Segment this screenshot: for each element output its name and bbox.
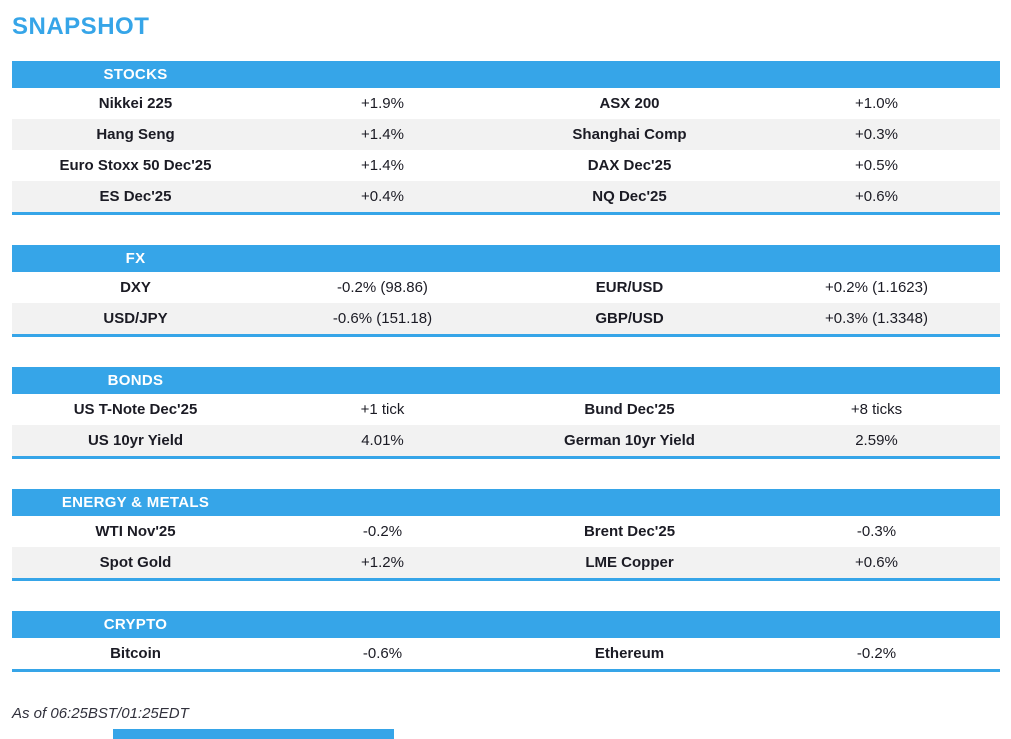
section-header-stocks: STOCKS [12,61,1000,88]
instrument-label: Nikkei 225 [98,95,173,112]
section-title-fx: FX [125,250,146,267]
section-title-energy-metals: ENERGY & METALS [61,494,210,511]
instrument-value: +0.4% [361,188,404,205]
instrument-value: +1.0% [855,95,898,112]
section-energy-metals: ENERGY & METALS WTI Nov'25 -0.2% Brent D… [12,489,1000,581]
section-title-crypto: CRYPTO [103,616,168,633]
instrument-label: EUR/USD [595,279,664,296]
instrument-value: +8 ticks [850,401,903,418]
instrument-label: ASX 200 [599,95,660,112]
instrument-label: LME Copper [585,554,674,571]
instrument-value: +0.6% [855,188,898,205]
instrument-label: DAX Dec'25 [587,157,672,174]
table-row: WTI Nov'25 -0.2% Brent Dec'25 -0.3% [12,516,1000,547]
instrument-label: US 10yr Yield [87,432,184,449]
instrument-value: 4.01% [361,432,404,449]
instrument-value: +1 tick [360,401,405,418]
instrument-label: Euro Stoxx 50 Dec'25 [59,157,212,174]
table-row: Hang Seng +1.4% Shanghai Comp +0.3% [12,119,1000,150]
page-title: SNAPSHOT [12,13,150,40]
table-row: Nikkei 225 +1.9% ASX 200 +1.0% [12,88,1000,119]
section-header-energy-metals: ENERGY & METALS [12,489,1000,516]
section-header-crypto: CRYPTO [12,611,1000,638]
table-row: Euro Stoxx 50 Dec'25 +1.4% DAX Dec'25 +0… [12,150,1000,181]
section-stocks: STOCKS Nikkei 225 +1.9% ASX 200 +1.0% Ha… [12,61,1000,215]
instrument-value: -0.6% (151.18) [332,310,433,327]
table-row: DXY -0.2% (98.86) EUR/USD +0.2% (1.1623) [12,272,1000,303]
section-header-fx: FX [12,245,1000,272]
section-bonds: BONDS US T-Note Dec'25 +1 tick Bund Dec'… [12,367,1000,459]
timestamp-note: As of 06:25BST/01:25EDT [12,705,189,722]
table-row: ES Dec'25 +0.4% NQ Dec'25 +0.6% [12,181,1000,212]
instrument-value: -0.2% (98.86) [337,279,428,296]
instrument-label: Hang Seng [96,126,175,143]
instrument-value: +1.4% [361,157,404,174]
instrument-label: US T-Note Dec'25 [73,401,198,418]
partial-section-bar [113,729,394,739]
instrument-value: +0.3% (1.3348) [825,310,928,327]
table-row: Spot Gold +1.2% LME Copper +0.6% [12,547,1000,578]
snapshot-content: SNAPSHOT STOCKS Nikkei 225 +1.9% ASX 200… [12,0,1000,722]
instrument-label: USD/JPY [103,310,168,327]
instrument-value: -0.6% [362,645,403,662]
table-row: US 10yr Yield 4.01% German 10yr Yield 2.… [12,425,1000,456]
instrument-label: Bitcoin [110,645,161,662]
instrument-label: Ethereum [594,645,665,662]
section-title-bonds: BONDS [107,372,164,389]
instrument-value: +0.2% (1.1623) [825,279,928,296]
instrument-label: GBP/USD [595,310,664,327]
instrument-label: Brent Dec'25 [583,523,676,540]
instrument-label: ES Dec'25 [99,188,172,205]
instrument-label: Bund Dec'25 [584,401,675,418]
instrument-label: DXY [120,279,151,296]
section-title-stocks: STOCKS [103,66,168,83]
instrument-value: -0.3% [856,523,897,540]
instrument-value: +0.3% [855,126,898,143]
table-row: Bitcoin -0.6% Ethereum -0.2% [12,638,1000,669]
instrument-value: -0.2% [856,645,897,662]
instrument-value: +1.2% [361,554,404,571]
instrument-value: +1.9% [361,95,404,112]
instrument-value: -0.2% [362,523,403,540]
section-fx: FX DXY -0.2% (98.86) EUR/USD +0.2% (1.16… [12,245,1000,337]
instrument-value: +0.6% [855,554,898,571]
table-row: US T-Note Dec'25 +1 tick Bund Dec'25 +8 … [12,394,1000,425]
instrument-label: NQ Dec'25 [592,188,667,205]
instrument-label: WTI Nov'25 [95,523,176,540]
table-row: USD/JPY -0.6% (151.18) GBP/USD +0.3% (1.… [12,303,1000,334]
instrument-label: Shanghai Comp [572,126,687,143]
instrument-value: +0.5% [855,157,898,174]
section-header-bonds: BONDS [12,367,1000,394]
instrument-value: 2.59% [855,432,898,449]
section-crypto: CRYPTO Bitcoin -0.6% Ethereum -0.2% [12,611,1000,672]
instrument-label: Spot Gold [99,554,172,571]
instrument-label: German 10yr Yield [564,432,695,449]
instrument-value: +1.4% [361,126,404,143]
